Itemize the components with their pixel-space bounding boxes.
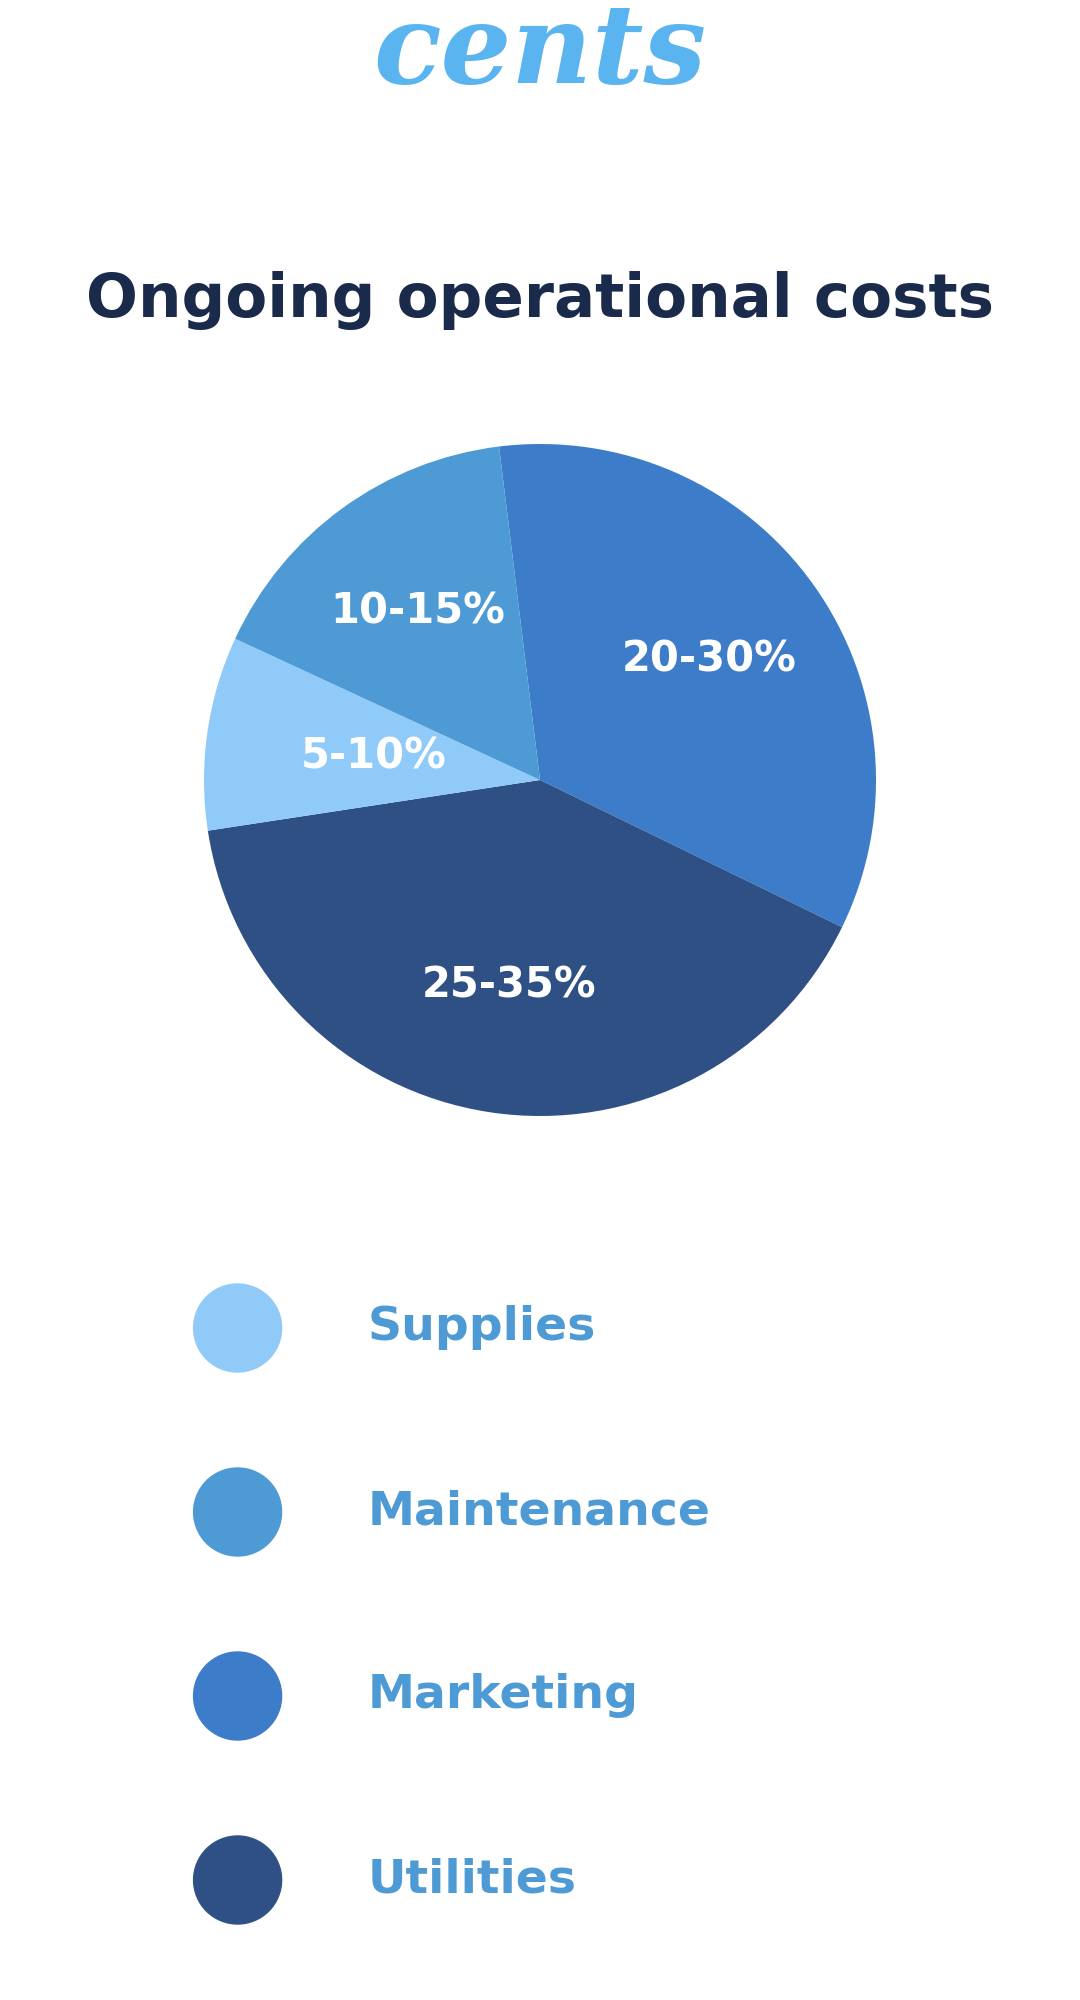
Text: 20-30%: 20-30% bbox=[622, 638, 797, 680]
Ellipse shape bbox=[193, 1836, 282, 1924]
Text: 25-35%: 25-35% bbox=[421, 964, 596, 1006]
Text: Ongoing operational costs: Ongoing operational costs bbox=[86, 272, 994, 330]
Text: Maintenance: Maintenance bbox=[367, 1490, 710, 1534]
Wedge shape bbox=[499, 444, 876, 928]
Wedge shape bbox=[207, 780, 842, 1116]
Text: Utilities: Utilities bbox=[367, 1858, 577, 1902]
Ellipse shape bbox=[193, 1652, 282, 1740]
Text: cents: cents bbox=[374, 0, 706, 106]
Wedge shape bbox=[235, 446, 540, 780]
Text: Marketing: Marketing bbox=[367, 1674, 638, 1718]
Text: 10-15%: 10-15% bbox=[329, 590, 504, 632]
Ellipse shape bbox=[193, 1468, 282, 1556]
Text: 5-10%: 5-10% bbox=[300, 736, 447, 778]
Wedge shape bbox=[204, 638, 540, 830]
Text: Supplies: Supplies bbox=[367, 1306, 595, 1350]
Ellipse shape bbox=[193, 1284, 282, 1372]
